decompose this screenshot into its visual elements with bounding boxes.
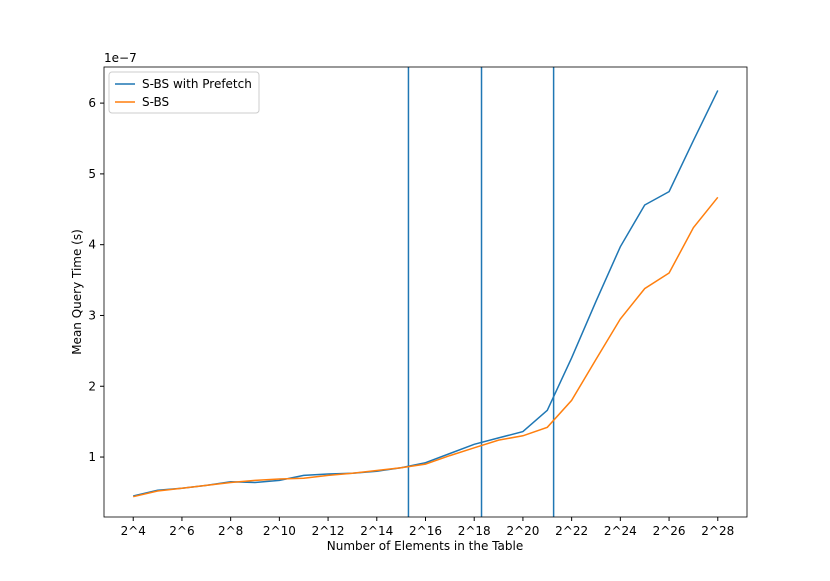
- y-tick-label: 1: [88, 450, 96, 464]
- x-tick-label: 2^26: [653, 524, 686, 538]
- y-offset-label: 1e−7: [104, 51, 137, 65]
- x-axis-label: Number of Elements in the Table: [327, 539, 523, 553]
- x-tick-label: 2^8: [218, 524, 243, 538]
- x-tick-label: 2^28: [701, 524, 734, 538]
- y-tick-label: 3: [88, 308, 96, 322]
- x-tick-label: 2^10: [263, 524, 296, 538]
- x-tick-label: 2^20: [506, 524, 539, 538]
- series-line: [133, 196, 719, 498]
- legend-label: S-BS with Prefetch: [142, 77, 252, 91]
- x-tick-label: 2^18: [458, 524, 491, 538]
- legend-label: S-BS: [142, 95, 169, 109]
- y-tick-label: 6: [88, 96, 96, 110]
- x-tick-label: 2^14: [360, 524, 393, 538]
- y-tick-label: 2: [88, 379, 96, 393]
- legend-frame: [108, 71, 260, 114]
- series-line: [133, 90, 719, 497]
- x-tick-label: 2^12: [312, 524, 345, 538]
- x-tick-label: 2^22: [555, 524, 588, 538]
- x-tick-label: 2^16: [409, 524, 442, 538]
- y-axis-label: Mean Query Time (s): [70, 229, 84, 355]
- y-tick-label: 5: [88, 167, 96, 181]
- x-tick-label: 2^4: [121, 524, 146, 538]
- x-tick-label: 2^24: [604, 524, 637, 538]
- plot-frame: [103, 66, 748, 518]
- y-tick-label: 4: [88, 238, 96, 252]
- x-tick-label: 2^6: [169, 524, 194, 538]
- legend: S-BS with Prefetch S-BS: [108, 71, 260, 114]
